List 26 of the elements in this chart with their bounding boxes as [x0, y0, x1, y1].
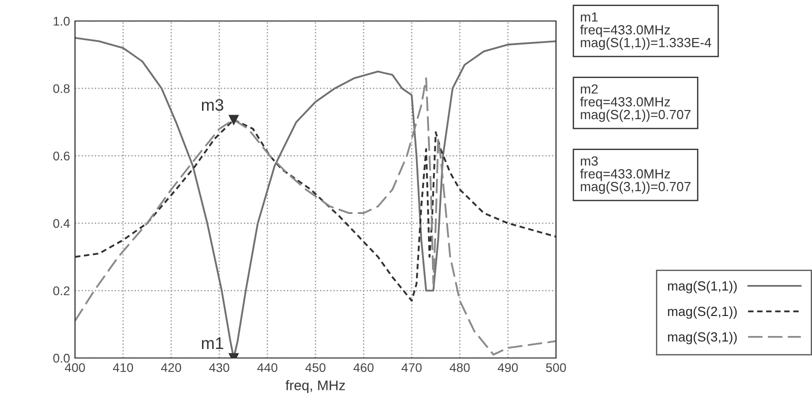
x-tick-label: 460	[353, 363, 374, 372]
x-tick-label: 430	[209, 363, 230, 372]
x-tick-label: 410	[112, 363, 134, 372]
y-tick-label: 1.0	[54, 16, 70, 26]
y-tick-label: 0.8	[53, 84, 70, 94]
text: m2 freq=433.0MHz mag(S(2,1))=0.707	[580, 84, 690, 122]
text: m1 freq=433.0MHz mag(S(1,1))=1.333E-4	[580, 12, 712, 50]
x-tick-label: 490	[498, 363, 518, 372]
y-tick-label: 0.6	[53, 152, 70, 160]
text: m3 freq=433.0MHz mag(S(3,1))=0.707	[580, 156, 690, 194]
x-tick-label: 480	[450, 363, 470, 372]
y-tick-label: 0.0	[53, 354, 70, 363]
x-tick-label: 470	[402, 363, 422, 372]
legend-label: mag(S(3,1))	[668, 332, 737, 344]
y-tick-label: 0.2	[53, 286, 70, 296]
x-axis-title: freq, MHz	[286, 380, 345, 394]
x-tick-label: 450	[305, 363, 326, 372]
y-tick-label: 0.4	[53, 219, 70, 228]
x-tick-label: 500	[546, 363, 566, 372]
legend-label: mag(S(2,1))	[668, 306, 737, 319]
annotation: m3	[202, 99, 224, 111]
x-tick-label: 440	[257, 363, 278, 372]
annotation: m1	[202, 338, 224, 349]
legend-label: mag(S(1,1))	[668, 280, 737, 294]
x-tick-label: 420	[161, 363, 182, 372]
x-tick-label: 400	[64, 363, 85, 372]
